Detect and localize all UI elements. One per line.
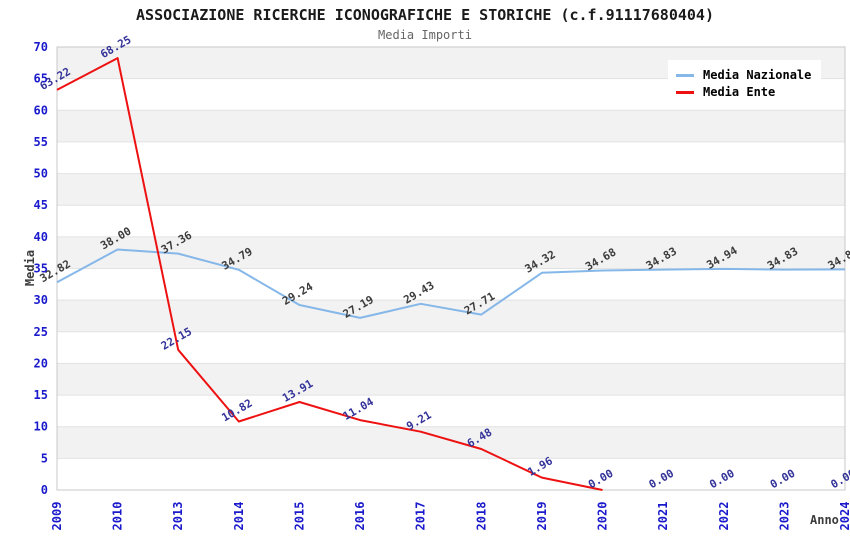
x-tick-label: 2024 [838, 502, 850, 531]
y-tick-label: 5 [41, 451, 48, 465]
x-tick-label: 2015 [292, 502, 306, 531]
point-label: 0.00 [768, 467, 797, 492]
grid-band [57, 173, 845, 206]
media-nazionale-line-swatch [676, 73, 694, 77]
x-tick-label: 2017 [414, 502, 428, 531]
x-tick-label: 2009 [50, 502, 64, 531]
legend-item-media-nazionale: Media Nazionale [676, 68, 811, 82]
x-tick-label: 2016 [353, 502, 367, 531]
x-tick-label: 2022 [717, 502, 731, 531]
y-tick-label: 40 [34, 230, 48, 244]
point-label: 0.00 [647, 467, 676, 492]
x-tick-label: 2018 [474, 502, 488, 531]
grid-band [57, 426, 845, 459]
x-tick-label: 2019 [535, 502, 549, 531]
legend-label: Media Nazionale [703, 68, 812, 82]
y-tick-label: 25 [34, 325, 48, 339]
legend: Media Nazionale Media Ente [668, 60, 822, 107]
x-axis-title: Anno [810, 513, 839, 527]
media-ente-line-swatch [676, 90, 694, 94]
y-axis-title: Media [23, 249, 37, 287]
series-line-media-nazionale [56, 248, 846, 319]
point-label: 0.00 [586, 467, 615, 492]
y-tick-label: 60 [34, 103, 48, 117]
x-tick-label: 2010 [111, 502, 125, 531]
point-label: 0.00 [707, 467, 736, 492]
chart-subtitle: Media Importi [378, 28, 472, 42]
x-tick-label: 2023 [777, 502, 791, 531]
y-tick-label: 10 [34, 420, 48, 434]
x-tick-label: 2020 [596, 502, 610, 531]
x-tick-label: 2013 [171, 502, 185, 531]
y-tick-label: 55 [34, 135, 48, 149]
y-tick-label: 50 [34, 167, 48, 181]
y-tick-label: 70 [34, 40, 48, 54]
grid-band [57, 236, 845, 269]
legend-label: Media Ente [703, 85, 776, 99]
y-tick-label: 45 [34, 198, 48, 212]
chart-title: ASSOCIAZIONE RICERCHE ICONOGRAFICHE E ST… [136, 6, 714, 24]
y-tick-label: 35 [34, 262, 48, 276]
plot-border [56, 46, 846, 491]
y-tick-label: 20 [34, 356, 48, 370]
y-tick-label: 65 [34, 72, 48, 86]
grid-band [57, 300, 845, 332]
grid-band [57, 363, 845, 396]
y-tick-label: 30 [34, 293, 48, 307]
grid-band [57, 110, 845, 142]
legend-item-media-ente: Media Ente [676, 85, 811, 99]
x-tick-label: 2021 [656, 502, 670, 531]
x-tick-label: 2014 [232, 502, 246, 531]
series-line-media-ente [56, 57, 603, 491]
point-label: 0.00 [829, 467, 850, 492]
y-tick-label: 0 [41, 483, 48, 497]
y-tick-label: 15 [34, 388, 48, 402]
